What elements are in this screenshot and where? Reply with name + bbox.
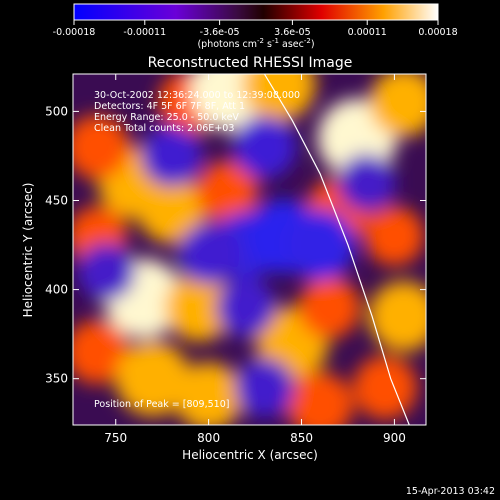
x-tick-label: 750: [104, 431, 127, 445]
emission-blob: [196, 160, 259, 223]
emission-blob: [165, 273, 234, 342]
negative-blob: [177, 223, 240, 285]
emission-blob: [115, 341, 191, 417]
x-tick-label: 800: [197, 431, 220, 445]
negative-blob: [337, 153, 396, 212]
y-tick-label: 450: [45, 194, 68, 208]
colorbar-units: (photons cm-2 s-1 asec-2): [197, 37, 314, 50]
annotation-time: 30-Oct-2002 12:36:24.000 to 12:39:08.000: [94, 90, 300, 101]
negative-blob: [232, 115, 296, 179]
colorbar-tick-label: -3.6e-05: [200, 27, 240, 38]
plot-frame: [72, 73, 427, 426]
colorbar: [73, 3, 439, 21]
annotation-clean: Clean Total counts: 2.06E+03: [94, 123, 234, 134]
negative-blob: [140, 125, 203, 187]
annotation-peak: Position of Peak = [809,510]: [94, 399, 229, 410]
emission-blob: [353, 355, 418, 420]
chart-title: Reconstructed RHESSI Image: [148, 55, 353, 71]
negative-blob: [77, 242, 136, 301]
y-tick-label: 400: [45, 283, 68, 297]
image-area: [73, 74, 426, 425]
emission-blob: [364, 206, 425, 266]
y-tick-label: 500: [45, 104, 68, 118]
x-tick-label: 900: [383, 431, 406, 445]
negative-blob: [234, 357, 295, 418]
annotations: 30-Oct-2002 12:36:24.000 to 12:39:08.000…: [94, 90, 300, 410]
emission-blob: [369, 74, 426, 137]
negative-blob: [284, 209, 356, 281]
annotation-energy: Energy Range: 25.0 - 50.0 keV: [94, 112, 239, 123]
footer-timestamp: 15-Apr-2013 03:42: [406, 486, 495, 497]
y-axis-label: Heliocentric Y (arcsec): [21, 183, 35, 318]
colorbar-tick-label: -0.00011: [123, 27, 166, 38]
emission-blob: [298, 276, 361, 339]
x-axis-label: Heliocentric X (arcsec): [182, 448, 318, 462]
axis-ticks: 750 800 850 900 350 400 450 500: [45, 74, 426, 445]
colorbar-tick-label: 0.00018: [418, 27, 457, 38]
y-tick-label: 350: [45, 372, 68, 386]
colorbar-ticks: -0.00018 -0.00011 -3.6e-05 3.6e-05 0.00011 0.…: [53, 20, 458, 38]
emission-blob: [287, 372, 354, 425]
emission-blob: [368, 281, 426, 352]
annotation-detectors: Detectors: 4F 5F 6F 7F 8F, Att 1: [94, 101, 245, 112]
emission-blob: [73, 115, 130, 179]
colorbar-tick-label: 3.6e-05: [274, 27, 310, 38]
colorbar-tick-label: 0.00011: [348, 27, 387, 38]
emission-blob: [174, 362, 243, 425]
solar-limb-line: [263, 74, 410, 425]
x-tick-label: 850: [290, 431, 313, 445]
intensity-blobs: [73, 74, 426, 425]
negative-blob: [216, 277, 276, 338]
emission-blob: [137, 175, 206, 244]
emission-blob: [73, 320, 130, 384]
colorbar-tick-label: -0.00018: [53, 27, 96, 38]
